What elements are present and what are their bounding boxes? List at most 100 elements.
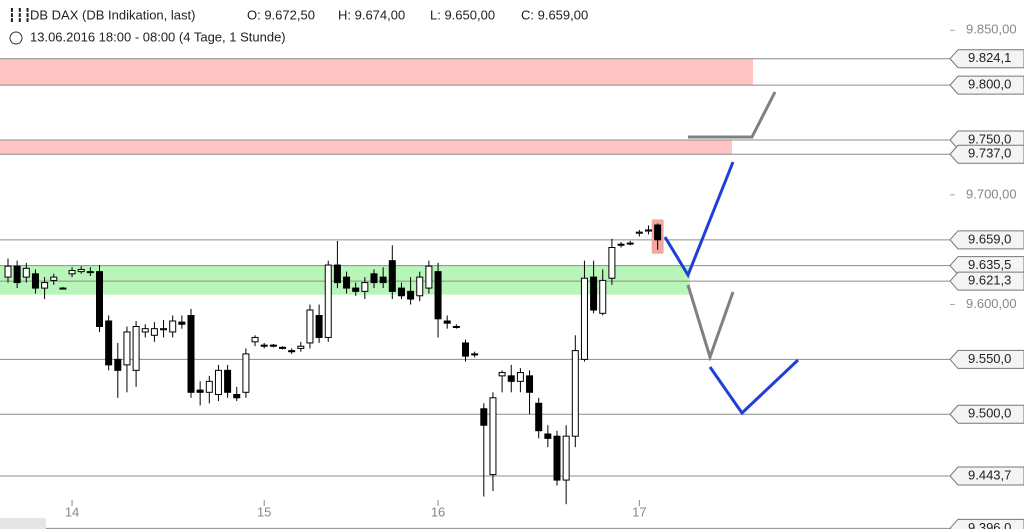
header-value: L: 9.650,00 <box>430 7 495 22</box>
level-label: 9.635,5 <box>968 257 1011 272</box>
header-value: C: 9.659,00 <box>521 7 588 22</box>
level-label: 9.750,0 <box>968 131 1011 146</box>
level-label: 9.659,0 <box>968 231 1011 246</box>
x-tick-label: 17 <box>632 504 646 519</box>
candle-body <box>626 242 634 245</box>
candles <box>4 219 664 505</box>
candle-body <box>96 271 103 327</box>
level-label: 9.396,0 <box>968 520 1011 529</box>
header-value: O: 9.672,50 <box>247 7 315 22</box>
level-label: 9.800,0 <box>968 77 1011 92</box>
level-pointer <box>949 404 1024 424</box>
candle-body <box>233 394 241 399</box>
candle-body <box>269 344 277 347</box>
candle-body <box>59 287 67 290</box>
candle-body <box>132 325 140 371</box>
candle-body <box>50 276 58 281</box>
candle-body <box>224 369 232 393</box>
candle-body <box>105 320 113 366</box>
candle-body <box>480 408 488 426</box>
y-tick-label: 9.850,00 <box>966 22 1017 37</box>
candle-body <box>416 276 424 297</box>
candle-body <box>251 336 259 343</box>
candle-body <box>489 397 497 476</box>
level-pointer <box>949 144 1024 164</box>
y-tick-label: 9.600,00 <box>966 296 1017 311</box>
candle-body <box>260 344 268 347</box>
candle-body <box>434 271 442 320</box>
candle-body <box>86 271 94 274</box>
icon: ┇┇┇ <box>8 7 31 22</box>
subtitle: 13.06.2016 18:00 - 08:00 (4 Tage, 1 Stun… <box>30 29 286 44</box>
candle-body <box>407 290 415 300</box>
clock-icon <box>9 31 23 45</box>
scenario-line <box>686 284 735 362</box>
level-label: 9.550,0 <box>968 351 1011 366</box>
candle-body <box>498 372 506 377</box>
header: ┇┇┇ DB DAX (DB Indikation, last) O: 9.67… <box>8 7 588 45</box>
level-pointer <box>949 518 1024 529</box>
x-tick-label: 16 <box>431 504 445 519</box>
x-tick-label: 14 <box>65 504 79 519</box>
candle-body <box>41 282 49 289</box>
level-label: 9.824,1 <box>968 50 1011 65</box>
candle-body <box>544 433 552 439</box>
candle-body <box>333 264 341 284</box>
y-axis: 9.850,00 9.700,00 9.600,00 9.824,1 9.800,0 9.… <box>65 22 1024 529</box>
candle-body <box>645 229 652 232</box>
candle-body <box>123 331 131 366</box>
candle-body <box>571 350 579 437</box>
level-pointer <box>949 49 1024 69</box>
candle-body <box>388 260 396 292</box>
scroll-handle <box>0 518 46 529</box>
zone <box>0 58 753 86</box>
y-tick-label: 9.700,00 <box>966 186 1017 201</box>
candle-body <box>462 342 469 357</box>
candle-body <box>507 375 515 382</box>
candle-body <box>608 246 616 279</box>
zone <box>0 139 732 155</box>
zones <box>0 58 753 295</box>
candle-body <box>214 369 222 396</box>
candle-body <box>288 350 296 353</box>
candle-body <box>205 380 213 393</box>
candle-body <box>68 270 76 275</box>
candle-body <box>635 231 643 234</box>
candle-body <box>279 346 286 349</box>
level-pointer <box>949 230 1024 250</box>
candle-body <box>315 315 323 338</box>
header-value: H: 9.674,00 <box>338 7 405 22</box>
candle-body <box>397 287 405 297</box>
candle-body <box>114 358 122 371</box>
candle-body <box>242 353 250 393</box>
level-pointer <box>949 349 1024 369</box>
scenario-line <box>708 358 800 416</box>
candle-body <box>160 328 168 331</box>
candle-body <box>141 328 149 333</box>
scenario-line <box>688 91 777 139</box>
candle-body <box>654 224 662 241</box>
level-label: 9.500,0 <box>968 406 1011 421</box>
level-pointer <box>949 75 1024 95</box>
scenario-line <box>663 161 735 279</box>
candle-body <box>324 264 332 338</box>
candle-body <box>306 309 314 344</box>
candle-body <box>31 273 39 289</box>
candle-body <box>553 435 561 481</box>
candle-body <box>599 279 607 314</box>
candle-body <box>352 287 360 292</box>
candle-body <box>178 321 186 325</box>
candle-body <box>196 389 204 393</box>
level-pointer <box>949 466 1024 486</box>
level-label: 9.621,3 <box>968 273 1011 288</box>
candle-body <box>535 402 543 432</box>
candle-body <box>22 267 30 278</box>
candle-body <box>13 265 21 284</box>
candle-body <box>169 320 177 333</box>
candle-body <box>4 265 12 278</box>
chart-title: DB DAX (DB Indikation, last) <box>30 7 195 22</box>
candle-body <box>562 435 570 481</box>
level-label: 9.443,7 <box>968 467 1011 482</box>
